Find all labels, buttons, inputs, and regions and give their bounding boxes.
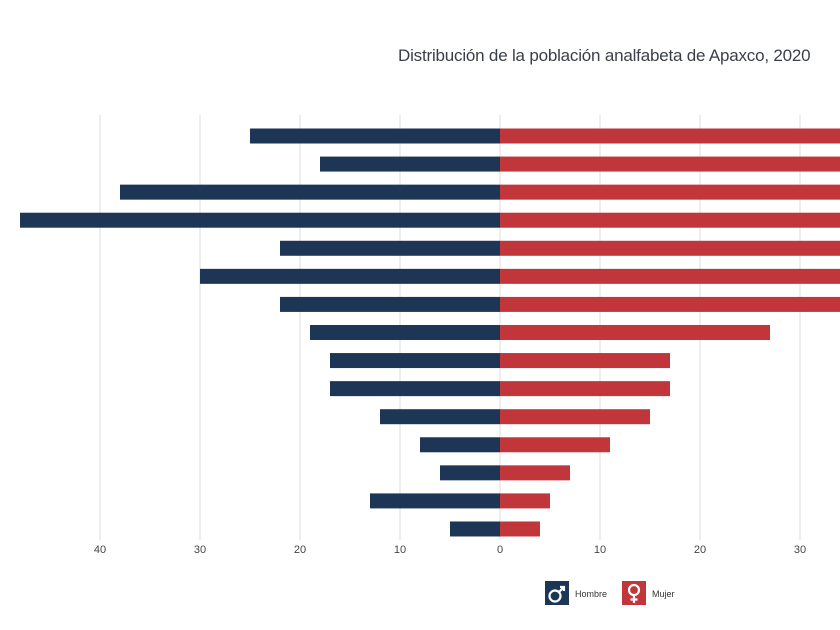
x-tick-label: 40 xyxy=(94,544,106,556)
bar-hombre xyxy=(20,212,500,228)
bar-hombre xyxy=(420,437,500,453)
x-tick-label: 30 xyxy=(194,544,206,556)
x-tick-label: 30 xyxy=(794,544,806,556)
x-tick-label: 20 xyxy=(294,544,306,556)
bar-mujer xyxy=(500,465,570,481)
bar-mujer xyxy=(500,156,840,172)
bar-mujer xyxy=(500,268,840,284)
bar-hombre xyxy=(370,493,500,509)
bar-hombre xyxy=(320,156,500,172)
chart-title: Distribución de la población analfabeta … xyxy=(398,46,811,65)
bar-hombre xyxy=(280,296,500,312)
bar-hombre xyxy=(450,521,500,537)
bar-mujer xyxy=(500,324,770,340)
bar-hombre xyxy=(330,353,500,369)
bar-hombre xyxy=(440,465,500,481)
bar-hombre xyxy=(120,184,500,200)
x-tick-label: 0 xyxy=(497,544,503,556)
bar-mujer xyxy=(500,296,840,312)
male-symbol-icon xyxy=(558,585,566,593)
bar-mujer xyxy=(500,409,650,425)
bar-hombre xyxy=(250,128,500,144)
x-tick-label: 10 xyxy=(594,544,606,556)
x-tick-label: 20 xyxy=(694,544,706,556)
bar-hombre xyxy=(200,268,500,284)
bar-hombre xyxy=(280,240,500,256)
bar-mujer xyxy=(500,212,840,228)
female-symbol-icon xyxy=(630,595,638,603)
bar-mujer xyxy=(500,184,840,200)
x-tick-label: 10 xyxy=(394,544,406,556)
bar-hombre xyxy=(310,324,500,340)
bar-mujer xyxy=(500,353,670,369)
bar-hombre xyxy=(380,409,500,425)
bar-mujer xyxy=(500,493,550,509)
bar-mujer xyxy=(500,437,610,453)
male-symbol-icon xyxy=(548,589,562,603)
bar-hombre xyxy=(330,381,500,397)
bar-mujer xyxy=(500,381,670,397)
legend-label: Hombre xyxy=(575,589,607,599)
bar-mujer xyxy=(500,240,840,256)
bar-mujer xyxy=(500,128,840,144)
legend-label: Mujer xyxy=(652,589,675,599)
bar-mujer xyxy=(500,521,540,537)
